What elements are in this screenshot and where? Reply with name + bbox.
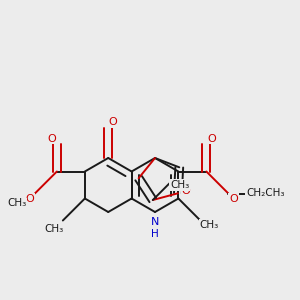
Text: H: H — [151, 229, 159, 239]
Text: N: N — [151, 217, 159, 227]
Text: O: O — [229, 194, 238, 203]
Text: CH₂CH₃: CH₂CH₃ — [246, 188, 285, 199]
Text: CH₃: CH₃ — [7, 199, 26, 208]
Text: O: O — [207, 134, 216, 143]
Text: O: O — [182, 186, 190, 196]
Text: O: O — [47, 134, 56, 143]
Text: O: O — [109, 117, 118, 127]
Text: O: O — [26, 194, 34, 203]
Text: CH₃: CH₃ — [200, 220, 219, 230]
Text: CH₃: CH₃ — [44, 224, 64, 233]
Text: CH₃: CH₃ — [170, 180, 189, 190]
